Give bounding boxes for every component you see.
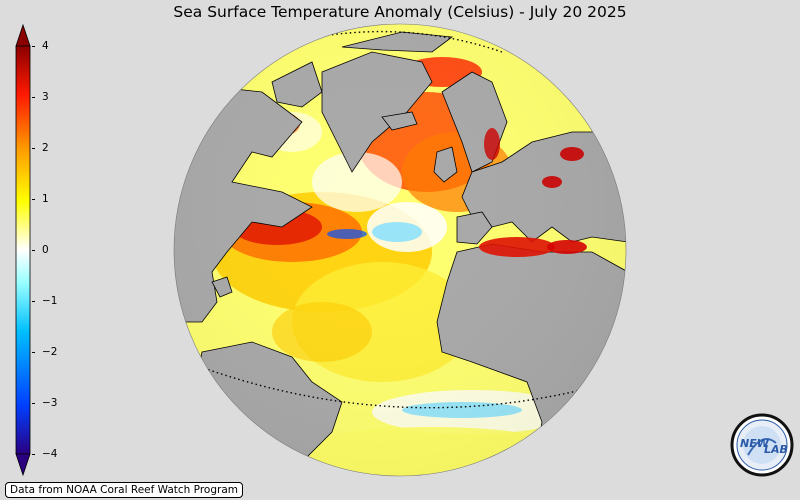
logo-text-left: NEW — [740, 437, 770, 450]
colorbar: 4 3 2 1 0 −1 −2 −3 −4 — [14, 22, 74, 478]
colorbar-tick — [32, 454, 35, 455]
map-title: Sea Surface Temperature Anomaly (Celsius… — [173, 3, 627, 21]
globe-map — [172, 22, 628, 478]
colorbar-bottom-arrow — [15, 453, 31, 477]
colorbar-svg — [15, 23, 31, 477]
colorbar-tick — [32, 352, 35, 353]
newlab-logo: NEW LAB — [730, 413, 794, 477]
colorbar-top-arrow — [15, 23, 31, 47]
colorbar-tick-label: −4 — [42, 448, 58, 460]
colorbar-tick — [32, 250, 35, 251]
colorbar-tick — [32, 148, 35, 149]
colorbar-tick-label: −2 — [42, 346, 58, 358]
colorbar-tick-label: 1 — [42, 193, 49, 205]
globe-svg — [173, 23, 627, 477]
colorbar-tick — [32, 301, 35, 302]
colorbar-tick — [32, 403, 35, 404]
colorbar-tick-label: −3 — [42, 397, 58, 409]
logo-text-right: LAB — [764, 443, 788, 456]
colorbar-tick — [32, 97, 35, 98]
globe-outline — [173, 23, 627, 477]
colorbar-tick-label: 0 — [42, 244, 49, 256]
colorbar-tick-label: −1 — [42, 295, 58, 307]
colorbar-tick — [32, 46, 35, 47]
colorbar-tick — [32, 199, 35, 200]
colorbar-tick-label: 3 — [42, 91, 49, 103]
logo-icon: NEW LAB — [730, 413, 794, 477]
colorbar-gradient — [15, 45, 31, 455]
colorbar-tick-label: 4 — [42, 40, 49, 52]
colorbar-tick-label: 2 — [42, 142, 49, 154]
data-credit: Data from NOAA Coral Reef Watch Program — [5, 482, 243, 498]
